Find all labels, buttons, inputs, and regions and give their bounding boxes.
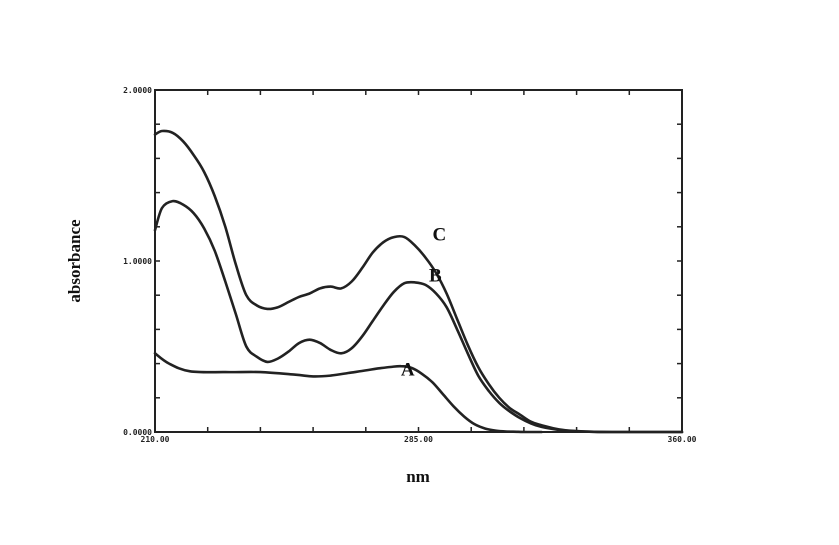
x-tick-label: 210.00: [141, 435, 170, 444]
curve-labels: A BC: [401, 224, 446, 380]
y-tick-label: 0.0000: [123, 428, 152, 437]
y-tick-label: 1.0000: [123, 257, 152, 266]
curve-a: [153, 352, 543, 434]
curve-label-a: A: [401, 360, 415, 381]
y-axis-label: absorbance: [65, 219, 84, 303]
curve-c: [153, 129, 684, 434]
x-axis-label: nm: [406, 467, 430, 486]
spectrum-curves: [153, 129, 684, 434]
curve-label-b: B: [429, 266, 442, 287]
x-tick-label: 360.00: [668, 435, 697, 444]
y-tick-label: 2.0000: [123, 86, 152, 95]
x-tick-label: 285.00: [404, 435, 433, 444]
curve-label-c: C: [433, 224, 447, 245]
axis-tick-labels: 210.00 285.00 360.00 0.0000 1.0000 2.0000: [123, 86, 697, 444]
